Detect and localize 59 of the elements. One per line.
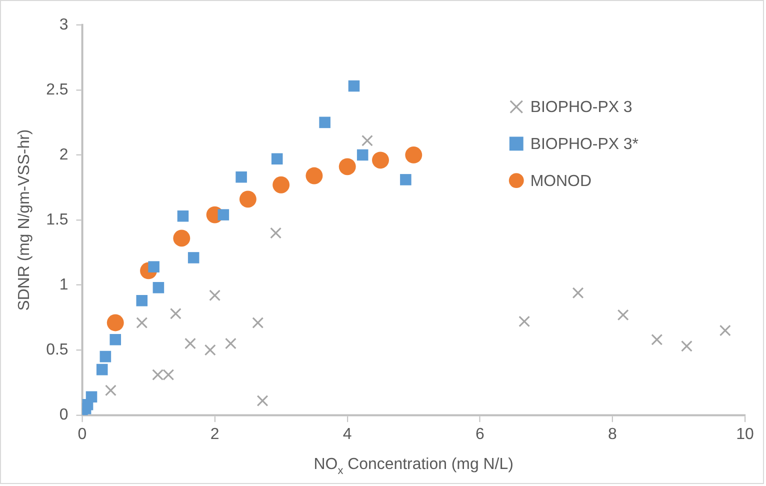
- point: [162, 369, 174, 380]
- y-tick-label: 1: [59, 276, 68, 294]
- point: [572, 287, 584, 299]
- point: [405, 146, 422, 164]
- point: [306, 167, 323, 184]
- y-tick-label: 1.5: [46, 211, 68, 228]
- point: [319, 116, 330, 128]
- point: [270, 227, 282, 239]
- point: [271, 153, 283, 164]
- point: [372, 152, 389, 169]
- point: [184, 338, 196, 350]
- point: [218, 209, 230, 220]
- point: [136, 317, 148, 328]
- x-tick-label: 8: [608, 426, 618, 443]
- y-tick-label: 2.5: [46, 81, 68, 98]
- point: [617, 309, 629, 321]
- point: [96, 364, 108, 376]
- y-tick-label: 2: [59, 146, 68, 164]
- point: [348, 80, 360, 92]
- x-tick-label: 0: [78, 426, 87, 443]
- point: [239, 190, 256, 208]
- legend-label: BIOPHO-PX 3: [530, 99, 632, 116]
- point: [236, 171, 247, 183]
- point: [719, 324, 731, 336]
- point: [651, 334, 663, 346]
- point: [518, 316, 530, 328]
- point: [152, 369, 164, 380]
- point: [104, 384, 116, 396]
- y-tick-label: 3: [59, 16, 68, 34]
- y-axis-title: SDNR (mg N/gm-VSS-hr): [16, 129, 33, 311]
- point: [356, 149, 368, 161]
- x-tick-label: 2: [210, 426, 220, 443]
- point: [680, 340, 692, 352]
- x-tick-label: 4: [342, 426, 352, 443]
- y-tick-label: 0: [59, 406, 68, 424]
- y-tick-label: 0.5: [46, 341, 68, 358]
- point: [152, 282, 164, 294]
- point: [252, 317, 264, 328]
- point: [204, 344, 216, 356]
- point: [177, 210, 189, 222]
- point: [224, 338, 236, 350]
- point: [209, 290, 221, 302]
- point: [173, 230, 190, 247]
- point: [170, 308, 182, 320]
- point: [110, 334, 122, 346]
- point: [400, 174, 412, 186]
- point: [362, 134, 373, 146]
- x-tick-label: 10: [736, 426, 754, 443]
- point: [136, 294, 148, 306]
- x-tick-label: 6: [475, 426, 484, 443]
- point: [86, 391, 98, 403]
- point: [106, 314, 124, 332]
- point: [100, 350, 112, 362]
- point: [272, 176, 290, 194]
- legend-label: MONOD: [530, 172, 592, 190]
- legend-label: BIOPHO-PX 3*: [530, 136, 638, 154]
- point: [188, 252, 200, 264]
- point: [256, 395, 268, 407]
- point: [338, 158, 356, 176]
